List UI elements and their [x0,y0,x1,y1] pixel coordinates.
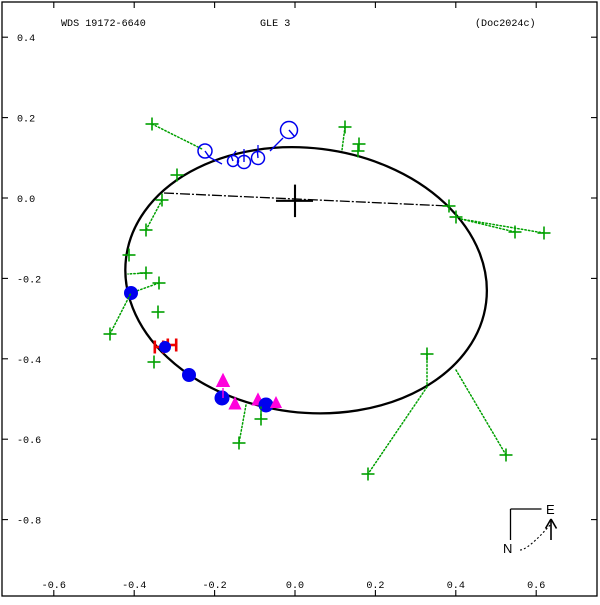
svg-text:-0.4: -0.4 [122,581,146,592]
svg-text:0.0: 0.0 [17,195,35,206]
svg-text:-0.2: -0.2 [17,275,41,286]
svg-text:N: N [503,541,512,556]
svg-text:WDS 19172-6640: WDS 19172-6640 [61,19,146,30]
svg-text:-0.6: -0.6 [42,581,66,592]
svg-text:(Doc2024c): (Doc2024c) [475,18,536,30]
svg-text:0.4: 0.4 [447,581,465,592]
svg-text:-0.2: -0.2 [202,581,226,592]
svg-text:0.6: 0.6 [527,581,545,592]
svg-text:0.0: 0.0 [286,581,304,592]
svg-text:-0.6: -0.6 [17,436,41,447]
svg-text:-0.8: -0.8 [17,517,41,528]
svg-text:GLE 3: GLE 3 [260,19,290,30]
svg-text:0.4: 0.4 [17,34,35,45]
svg-text:E: E [546,502,555,517]
svg-text:0.2: 0.2 [17,115,35,126]
svg-text:-0.4: -0.4 [17,356,41,367]
svg-text:0.2: 0.2 [366,581,384,592]
